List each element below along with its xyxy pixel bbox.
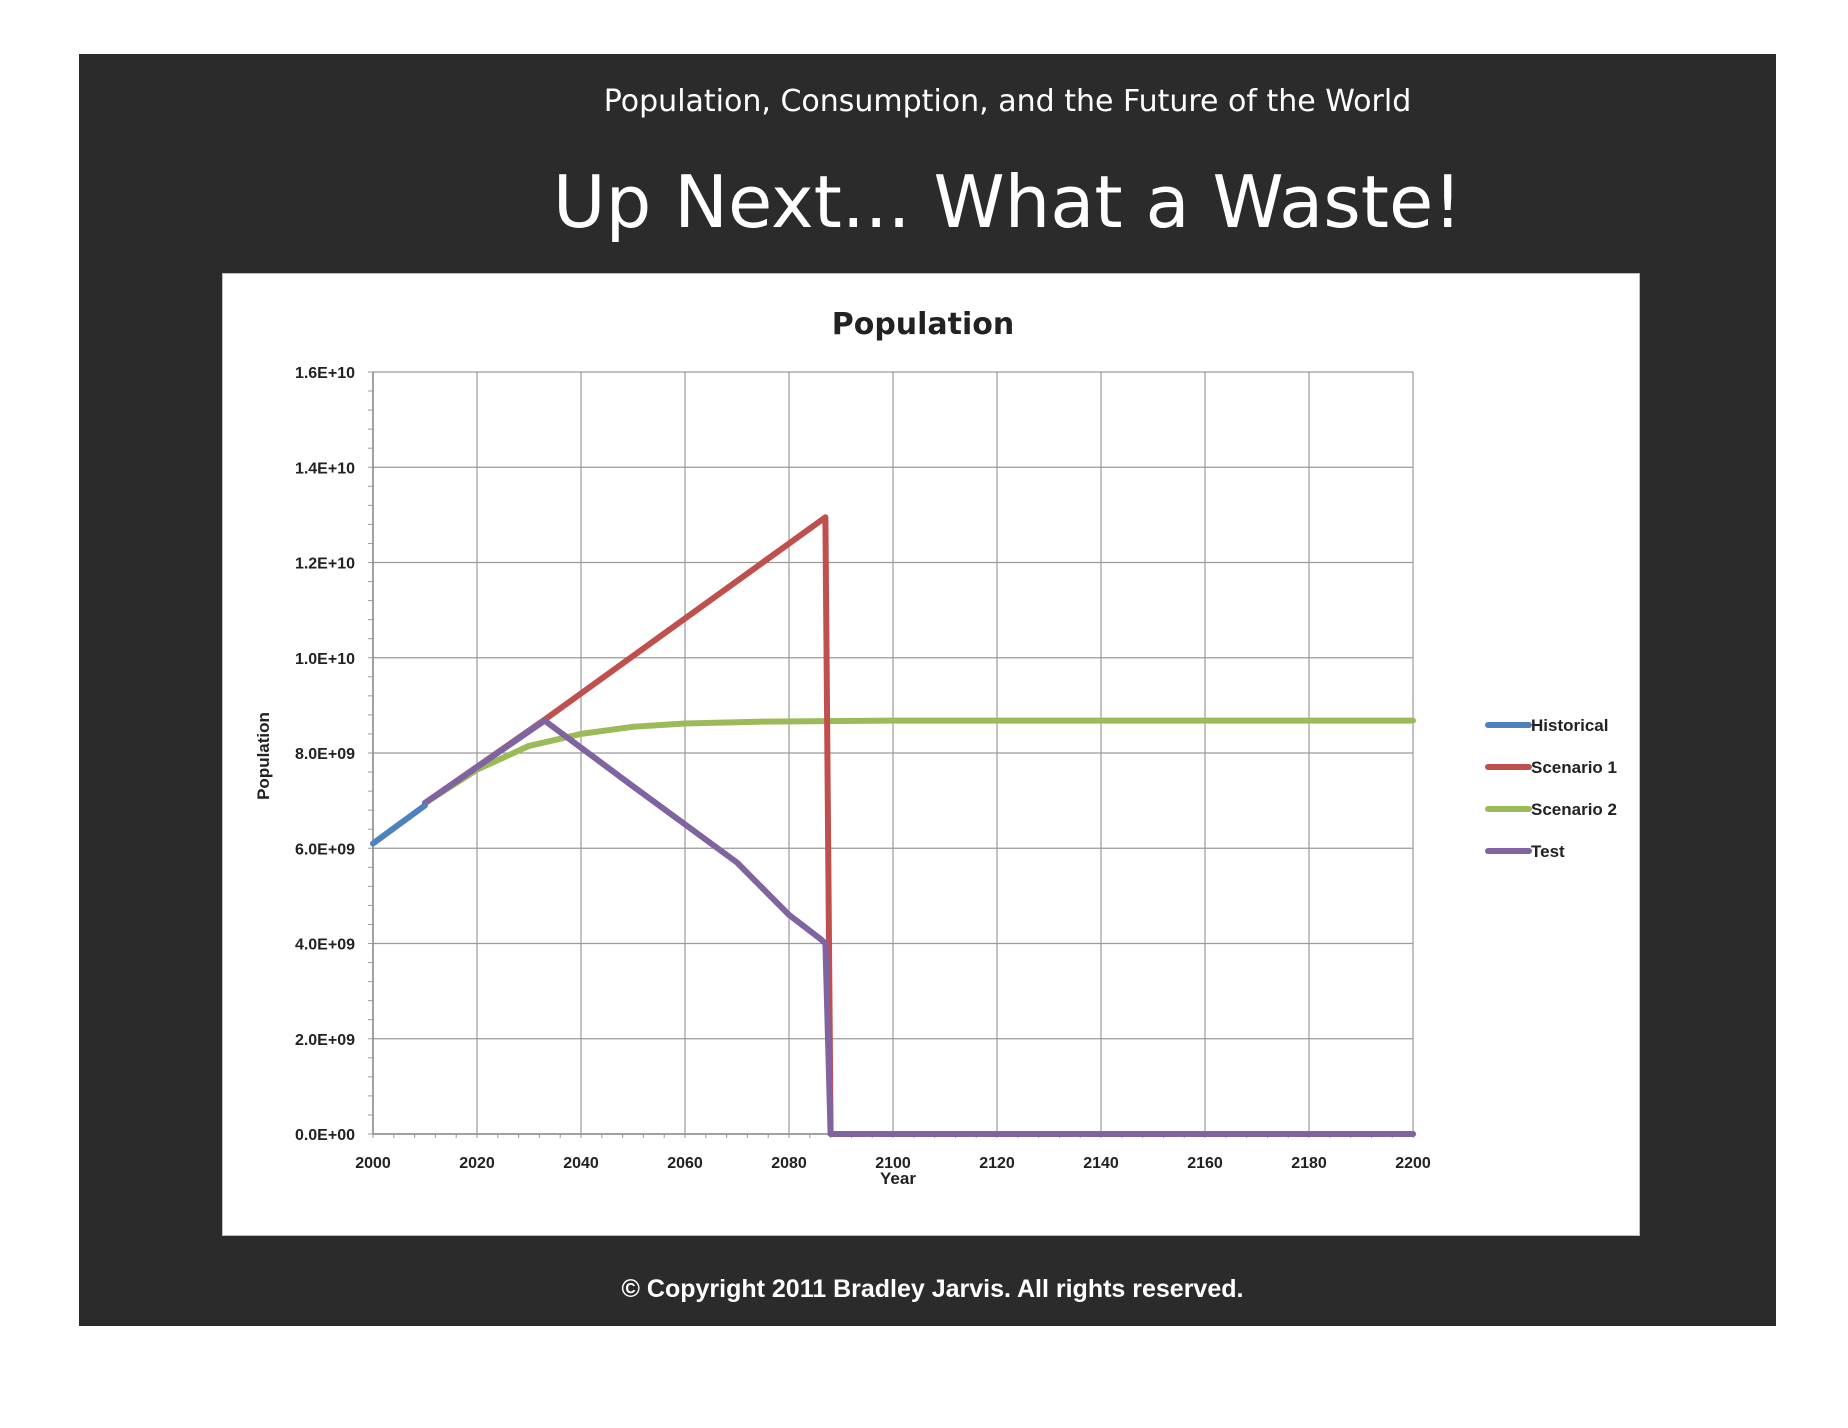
series-line-scenario-2 xyxy=(422,717,1416,806)
slide-background: Population, Consumption, and the Future … xyxy=(79,54,1776,1326)
y-tick-label: 1.4E+10 xyxy=(295,460,355,477)
x-tick-labels: 2000 2020 2040 2060 2080 2100 2120 2140 2160 2180… xyxy=(355,1155,1431,1172)
legend-label: Test xyxy=(1531,842,1565,861)
legend: Historical Scenario 1 Scenario 2 Test xyxy=(1485,716,1617,861)
y-tick-label: 6.0E+09 xyxy=(295,841,355,858)
legend-label: Scenario 2 xyxy=(1531,800,1617,819)
slide-subtitle: Population, Consumption, and the Future … xyxy=(603,84,1412,119)
series-line-scenario-1 xyxy=(422,514,1416,1137)
chart-frame: Population 2000 2020 2040 2060 2080 2100 2120 2… xyxy=(222,273,1640,1236)
slide-title: Up Next... What a Waste! xyxy=(552,160,1463,244)
x-tick-label: 2200 xyxy=(1395,1155,1431,1172)
chart-title: Population xyxy=(832,307,1015,342)
y-tick-label: 1.0E+10 xyxy=(295,651,355,668)
series-lines xyxy=(370,514,1416,1137)
grid-lines xyxy=(372,371,1414,1135)
y-tick-label: 1.2E+10 xyxy=(295,556,355,573)
legend-label: Historical xyxy=(1531,716,1608,735)
x-tick-label: 2100 xyxy=(875,1155,911,1172)
axes xyxy=(368,371,1414,1138)
copyright-notice: © Copyright 2011 Bradley Jarvis. All rig… xyxy=(621,1275,1244,1303)
population-chart: Population 2000 2020 2040 2060 2080 2100 2120 2… xyxy=(254,307,1617,1188)
y-tick-label: 0.0E+00 xyxy=(295,1127,355,1144)
x-tick-label: 2000 xyxy=(355,1155,391,1172)
y-tick-label: 2.0E+09 xyxy=(295,1032,355,1049)
y-tick-label: 1.6E+10 xyxy=(295,365,355,382)
series-line-test xyxy=(422,717,1416,1137)
x-tick-label: 2180 xyxy=(1291,1155,1327,1172)
x-axis-title: Year xyxy=(880,1169,916,1188)
x-tick-label: 2120 xyxy=(979,1155,1015,1172)
y-tick-label: 8.0E+09 xyxy=(295,746,355,763)
legend-label: Scenario 1 xyxy=(1531,758,1617,777)
x-tick-label: 2060 xyxy=(667,1155,703,1172)
x-tick-label: 2140 xyxy=(1083,1155,1119,1172)
y-tick-labels: 0.0E+00 2.0E+09 4.0E+09 6.0E+09 8.0E+09 1.0E+… xyxy=(295,365,355,1144)
x-tick-label: 2020 xyxy=(459,1155,495,1172)
series-line-historical xyxy=(370,802,428,847)
y-axis-title: Population xyxy=(254,712,273,800)
x-tick-label: 2040 xyxy=(563,1155,599,1172)
x-tick-label: 2080 xyxy=(771,1155,807,1172)
y-tick-label: 4.0E+09 xyxy=(295,937,355,954)
x-tick-label: 2160 xyxy=(1187,1155,1223,1172)
